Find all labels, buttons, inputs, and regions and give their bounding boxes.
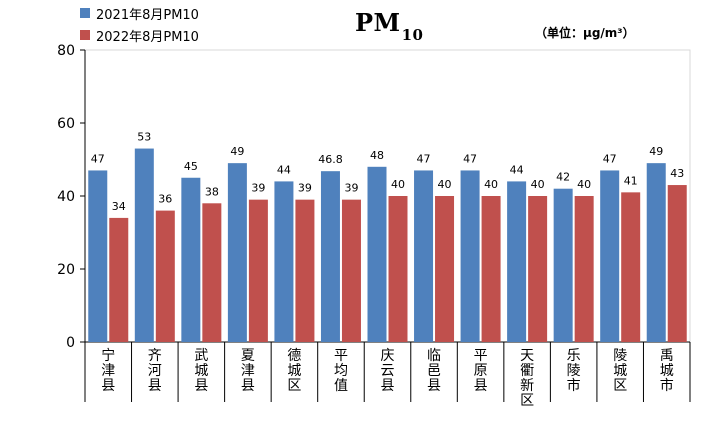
y-tick-label: 20	[57, 262, 75, 278]
bar-2021	[181, 177, 201, 342]
legend-label-2021: 2021年8月PM10	[96, 7, 199, 23]
bar-2022	[248, 199, 268, 342]
y-tick-label: 0	[66, 335, 75, 351]
bar-2021	[646, 163, 666, 342]
y-tick-label: 40	[57, 189, 75, 205]
bar-2022	[295, 199, 315, 342]
bar-2021	[460, 170, 480, 342]
bar-value-label: 44	[510, 163, 524, 176]
bar-2022	[341, 199, 361, 342]
chart-title-main: PM	[355, 8, 401, 37]
bar-value-label: 47	[603, 152, 617, 165]
bar-value-label: 38	[205, 185, 219, 198]
legend-item-2022: 2022年8月PM10	[80, 24, 199, 46]
y-tick-label: 60	[57, 116, 75, 132]
x-category-label: 宁津县	[101, 347, 115, 394]
legend-swatch-2021	[80, 8, 90, 18]
bar-value-label: 44	[277, 163, 291, 176]
bar-value-label: 36	[158, 193, 172, 206]
bar-2021	[227, 163, 247, 342]
bar-value-label: 49	[649, 145, 663, 158]
bar-2022	[109, 217, 129, 342]
legend-swatch-2022	[80, 30, 90, 40]
x-category-label: 德城区	[287, 348, 301, 394]
bar-value-label: 42	[556, 171, 570, 184]
bar-2021	[274, 181, 294, 342]
bar-value-label: 41	[624, 174, 638, 187]
x-category-label: 平原县	[474, 348, 488, 394]
x-category-label: 夏津县	[241, 348, 255, 394]
bar-value-label: 40	[577, 178, 591, 191]
x-category-label: 天衢新区	[520, 348, 534, 409]
bar-2022	[621, 192, 641, 342]
bar-value-label: 34	[112, 200, 126, 213]
bar-value-label: 45	[184, 160, 198, 173]
bar-2021	[553, 188, 573, 342]
legend-label-2022: 2022年8月PM10	[96, 29, 199, 45]
bar-value-label: 47	[91, 152, 105, 165]
chart-title: PM10	[355, 8, 424, 44]
x-category-label: 临邑县	[427, 348, 441, 394]
bar-2022	[388, 196, 408, 342]
bar-2021	[134, 148, 154, 342]
bar-value-label: 40	[438, 178, 452, 191]
bar-2021	[320, 171, 340, 342]
bar-value-label: 47	[463, 152, 477, 165]
x-category-label: 陵城区	[613, 348, 627, 394]
x-category-label: 庆云县	[381, 348, 395, 394]
bar-value-label: 39	[298, 182, 312, 195]
chart-legend: 2021年8月PM10 2022年8月PM10	[80, 2, 199, 46]
bar-2021	[367, 166, 387, 342]
bar-2021	[414, 170, 434, 342]
bar-value-label: 39	[251, 182, 265, 195]
x-category-label: 平均值	[334, 348, 348, 394]
bar-2021	[88, 170, 108, 342]
bar-value-label: 49	[230, 145, 244, 158]
legend-item-2021: 2021年8月PM10	[80, 2, 199, 24]
bar-2022	[574, 196, 594, 342]
unit-label: （单位：μg/m³）	[535, 26, 635, 40]
x-category-label: 禹城市	[660, 348, 674, 394]
bar-2022	[667, 185, 687, 342]
bar-value-label: 40	[484, 178, 498, 191]
bar-2022	[202, 203, 222, 342]
bar-value-label: 47	[417, 152, 431, 165]
chart-title-subscript: 10	[401, 26, 424, 44]
x-category-label: 齐河县	[148, 348, 162, 394]
y-tick-label: 80	[57, 43, 75, 59]
bar-value-label: 40	[531, 178, 545, 191]
bar-2022	[155, 210, 175, 342]
bar-value-label: 48	[370, 149, 384, 162]
bar-2022	[528, 196, 548, 342]
bar-value-label: 40	[391, 178, 405, 191]
bar-value-label: 53	[137, 131, 151, 144]
bar-2021	[600, 170, 620, 342]
bar-value-label: 39	[344, 182, 358, 195]
x-category-label: 乐陵市	[567, 348, 581, 394]
x-category-label: 武城县	[194, 348, 208, 394]
plot-area-border	[84, 49, 691, 343]
bar-2021	[507, 181, 527, 342]
bar-2022	[481, 196, 501, 342]
bar-value-label: 43	[670, 167, 684, 180]
bar-value-label: 46.8	[318, 153, 343, 166]
bar-2022	[435, 196, 455, 342]
